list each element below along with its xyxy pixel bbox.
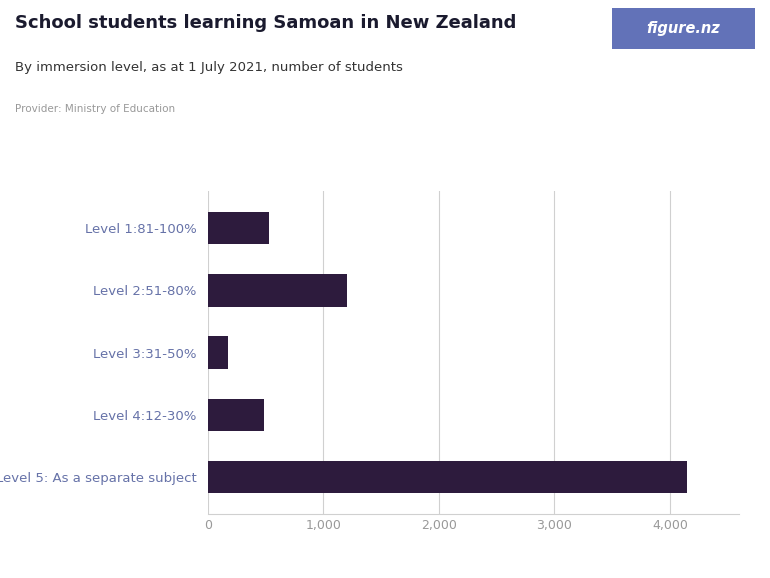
Bar: [208, 336, 228, 369]
Text: figure.nz: figure.nz: [647, 21, 720, 36]
Text: By immersion level, as at 1 July 2021, number of students: By immersion level, as at 1 July 2021, n…: [15, 61, 403, 73]
Text: Provider: Ministry of Education: Provider: Ministry of Education: [15, 104, 176, 114]
Bar: [208, 461, 688, 493]
Bar: [208, 399, 265, 431]
Text: School students learning Samoan in New Zealand: School students learning Samoan in New Z…: [15, 14, 517, 32]
Bar: [208, 274, 346, 306]
Bar: [208, 212, 270, 244]
